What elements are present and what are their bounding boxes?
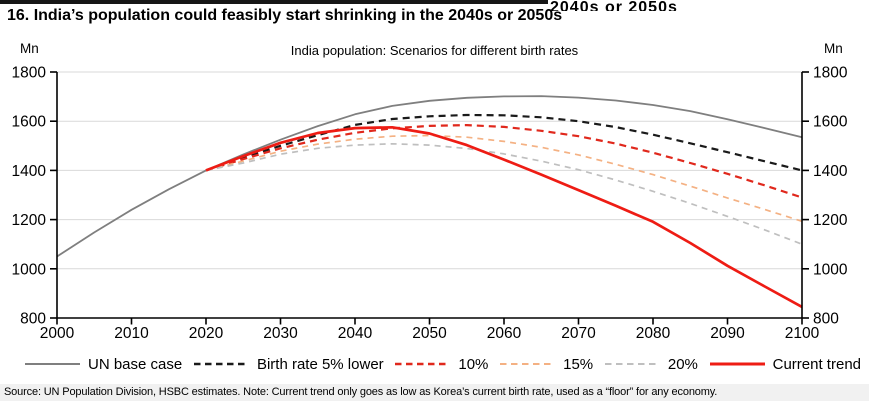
legend-label: Current trend xyxy=(772,355,861,373)
legend-item-10: 10% xyxy=(394,356,488,373)
y-tick-label-right: 1800 xyxy=(813,65,848,82)
clipped-rule-above xyxy=(0,0,548,4)
chart-subtitle: India population: Scenarios for differen… xyxy=(290,43,579,58)
clipped-text-above: 2040s or 2050s xyxy=(550,0,678,11)
legend-line-15 xyxy=(500,363,556,365)
source-note: Source: UN Population Division, HSBC est… xyxy=(0,384,869,401)
y-tick-label-left: 1200 xyxy=(12,212,47,229)
legend-line-un-base-case xyxy=(25,363,80,365)
x-tick-label: 2060 xyxy=(487,325,522,342)
legend-label: 15% xyxy=(563,355,594,373)
series-line-birth-rate-5-lower xyxy=(205,113,803,172)
legend-item-15: 15% xyxy=(499,356,593,373)
x-tick-label: 2030 xyxy=(263,325,298,342)
x-tick-label: 2090 xyxy=(710,325,745,342)
x-tick-label: 2080 xyxy=(636,325,671,342)
chart-legend: UN base case Birth rate 5% lower 10% 15% 20%… xyxy=(24,352,861,376)
legend-item-un-base-case: UN base case xyxy=(24,356,182,373)
chart-plot: 800 800 1000 1000 1200 1200 1400 1400 1600 1600 18… xyxy=(12,65,848,343)
y-axis-unit-right: Mn xyxy=(824,41,843,56)
x-tick-label: 2050 xyxy=(412,325,447,342)
x-tick-label: 2020 xyxy=(189,325,224,342)
y-tick-label-right: 800 xyxy=(813,311,839,328)
legend-line-birth-rate-5-lower xyxy=(193,362,249,366)
x-tick-label: 2100 xyxy=(785,325,820,342)
legend-line-current-trend xyxy=(709,362,765,366)
series-line-current-trend xyxy=(205,125,803,309)
legend-item-20: 20% xyxy=(604,356,698,373)
y-tick-label-left: 1000 xyxy=(12,261,47,278)
x-tick-label: 2000 xyxy=(40,325,75,342)
series-line-20 xyxy=(205,142,803,245)
clipped-text-fragment: 2040s or 2050s xyxy=(550,0,678,11)
y-tick-label-left: 1400 xyxy=(12,163,47,180)
y-tick-label-right: 1600 xyxy=(813,114,848,131)
y-tick-label-right: 1200 xyxy=(813,212,848,229)
series-line-un-base-case xyxy=(56,95,803,258)
x-tick-label: 2070 xyxy=(561,325,596,342)
page-title: 16. India’s population could feasibly st… xyxy=(7,7,563,24)
x-tick-label: 2010 xyxy=(114,325,149,342)
legend-line-10 xyxy=(395,362,451,366)
legend-line-20 xyxy=(604,363,660,365)
y-tick-label-left: 1800 xyxy=(12,65,47,82)
legend-item-birth-rate-5-lower: Birth rate 5% lower xyxy=(193,356,384,373)
x-tick-label: 2040 xyxy=(338,325,373,342)
legend-label: Birth rate 5% lower xyxy=(256,355,384,373)
y-tick-label-left: 800 xyxy=(20,311,46,328)
y-tick-label-left: 1600 xyxy=(12,114,47,131)
legend-label: UN base case xyxy=(88,355,183,373)
legend-item-current-trend: Current trend xyxy=(709,356,861,373)
y-tick-label-right: 1000 xyxy=(813,261,848,278)
legend-label: 20% xyxy=(667,355,698,373)
y-axis-unit-left: Mn xyxy=(20,41,39,56)
y-tick-label-right: 1400 xyxy=(813,163,848,180)
legend-label: 10% xyxy=(458,355,489,373)
series-line-10 xyxy=(205,123,803,199)
series-line-15 xyxy=(205,134,803,223)
